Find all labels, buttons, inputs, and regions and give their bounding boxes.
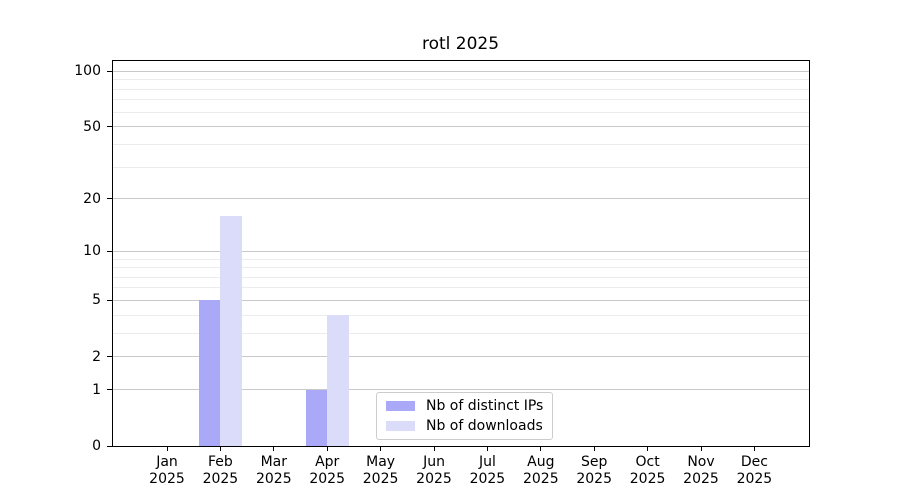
- y-tick: [107, 389, 113, 391]
- minor-gridline: [113, 79, 809, 81]
- y-tick: [107, 445, 113, 447]
- x-tick-label: Aug 2025: [522, 454, 559, 487]
- major-gridline: [113, 250, 809, 252]
- major-gridline: [113, 356, 809, 358]
- x-tick: [540, 446, 542, 451]
- x-tick-label: Nov 2025: [683, 454, 719, 487]
- x-tick: [647, 446, 649, 451]
- minor-gridline: [113, 267, 809, 269]
- x-tick: [166, 446, 168, 451]
- x-tick-label: Mar 2025: [255, 454, 292, 487]
- y-tick: [107, 70, 113, 72]
- y-tick-label: 0: [92, 438, 101, 454]
- legend-item-downloads: Nb of downloads: [386, 418, 543, 434]
- minor-gridline: [113, 88, 809, 90]
- y-tick-label: 20: [83, 190, 101, 207]
- bar: [198, 300, 221, 446]
- minor-gridline: [113, 258, 809, 260]
- bar: [305, 389, 328, 446]
- minor-gridline: [113, 332, 809, 334]
- x-tick: [380, 446, 382, 451]
- legend-swatch-downloads: [386, 421, 415, 431]
- y-tick-label: 100: [74, 63, 101, 80]
- chart-title: rotl 2025: [421, 34, 500, 54]
- minor-gridline: [113, 143, 809, 145]
- minor-gridline: [113, 111, 809, 113]
- legend-swatch-distinct-ips: [386, 401, 415, 411]
- x-tick: [700, 446, 702, 451]
- x-tick: [433, 446, 435, 451]
- y-tick: [107, 356, 113, 358]
- major-gridline: [113, 126, 809, 128]
- x-tick-label: Sep 2025: [576, 454, 612, 487]
- x-tick: [273, 446, 275, 451]
- legend-label-downloads: Nb of downloads: [426, 418, 543, 434]
- legend: Nb of distinct IPs Nb of downloads: [376, 392, 554, 440]
- y-tick: [107, 198, 113, 200]
- x-tick-label: May 2025: [362, 454, 399, 487]
- x-tick: [326, 446, 328, 451]
- y-tick-label: 50: [83, 118, 101, 135]
- y-tick: [107, 250, 113, 252]
- minor-gridline: [113, 287, 809, 289]
- legend-label-distinct-ips: Nb of distinct IPs: [426, 398, 544, 414]
- y-tick-label: 5: [92, 292, 101, 309]
- bar: [327, 315, 349, 446]
- legend-item-distinct-ips: Nb of distinct IPs: [386, 398, 543, 414]
- x-tick-label: Dec 2025: [736, 454, 773, 487]
- x-tick: [219, 446, 221, 451]
- x-tick: [593, 446, 595, 451]
- major-gridline: [113, 198, 809, 200]
- y-tick-label: 2: [92, 348, 101, 365]
- major-gridline: [113, 299, 809, 301]
- x-tick: [753, 446, 755, 451]
- bar: [220, 215, 242, 446]
- x-tick-label: Apr 2025: [309, 454, 345, 487]
- minor-gridline: [113, 276, 809, 278]
- x-tick-label: Jun 2025: [416, 454, 452, 487]
- y-tick: [107, 299, 113, 301]
- x-tick-label: Jan 2025: [149, 454, 185, 487]
- plot-area: Nb of distinct IPs Nb of downloads 0 1 2 5 1…: [74, 60, 810, 487]
- x-tick-label: Feb 2025: [202, 454, 239, 487]
- x-tick: [486, 446, 488, 451]
- y-tick: [107, 126, 113, 128]
- y-tick-label: 10: [83, 243, 101, 260]
- major-gridline: [113, 70, 809, 72]
- x-tick-label: Jul 2025: [469, 454, 506, 487]
- minor-gridline: [113, 166, 809, 168]
- minor-gridline: [113, 314, 809, 316]
- x-tick-label: Oct 2025: [629, 454, 666, 487]
- y-tick-label: 1: [92, 381, 101, 398]
- minor-gridline: [113, 99, 809, 101]
- major-gridline: [113, 389, 809, 391]
